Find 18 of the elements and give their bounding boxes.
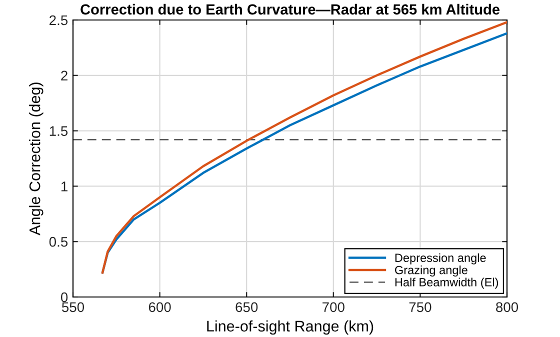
y-tick-label: 1.5 <box>50 126 68 136</box>
y-tick-label: 1 <box>61 182 68 192</box>
y-tick-label: 0.5 <box>49 236 68 247</box>
x-tick-label: 550 <box>62 302 84 312</box>
x-tick-label: 800 <box>496 302 518 312</box>
chart-title: Correction due to Earth Curvature—Radar at 565 km Altitude <box>80 4 500 15</box>
x-tick-label: 700 <box>322 302 344 312</box>
x-axis-title: Line-of-sight Range (km) <box>207 320 374 335</box>
x-tick-label: 650 <box>236 302 258 312</box>
y-axis-title: Angle Correction (deg) <box>29 82 44 236</box>
y-tick-label: 2.5 <box>50 15 68 26</box>
y-tick-label: 2 <box>61 70 68 80</box>
y-tick-label: 0 <box>60 292 68 302</box>
legend-label: Grazing angle <box>395 266 468 277</box>
legend-label: Half Beamwidth (El) <box>395 278 498 289</box>
x-tick-label: 750 <box>409 302 432 312</box>
legend-label: Depression angle <box>395 253 486 264</box>
x-tick-label: 600 <box>148 302 171 312</box>
